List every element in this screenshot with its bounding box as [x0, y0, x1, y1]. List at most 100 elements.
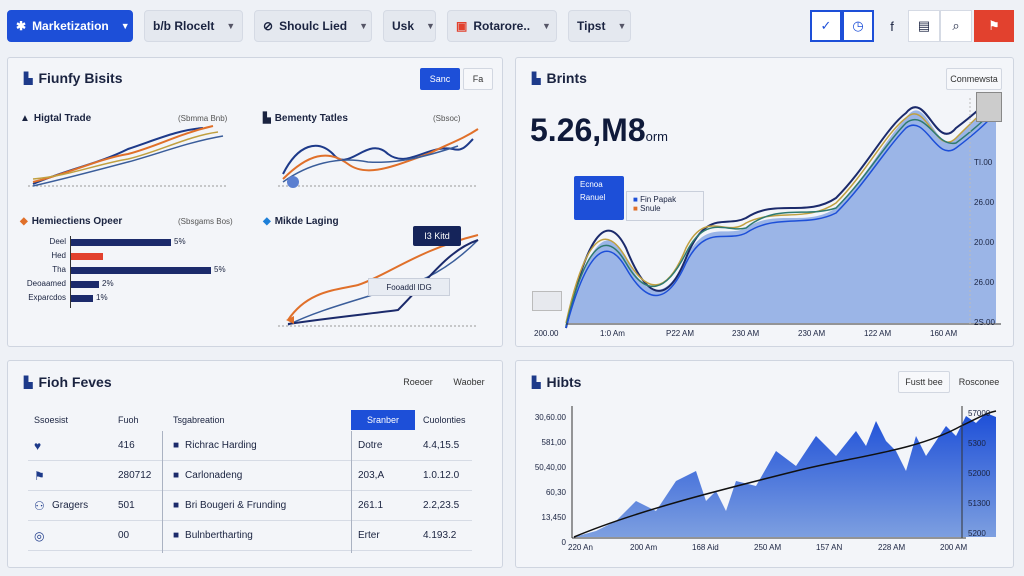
table-cell: 280712 — [118, 470, 152, 481]
search-icon[interactable]: ⌕ — [940, 10, 972, 42]
table-cell: 4.4,15.5 — [423, 440, 460, 451]
sub-chart-title: ◆ Mikde Laging — [263, 216, 339, 227]
axis-tick-label: 13,450 — [541, 513, 566, 522]
roeoer-button[interactable]: Roeoer — [403, 377, 433, 387]
bar-value: 5% — [214, 265, 226, 274]
column-header: Fuoh — [118, 415, 139, 425]
panel-title: ▙ Brints — [532, 70, 587, 86]
conmewsta-button[interactable]: Conmewsta — [946, 68, 1002, 90]
axis-tick-label: P22 AM — [666, 329, 695, 338]
flag-icon: ⚑ — [34, 469, 45, 483]
check-icon[interactable]: ✓ — [810, 10, 842, 42]
sub-chart-note: (Sbsgams Bos) — [178, 217, 233, 226]
tipst-menu[interactable]: Tipst ▼ — [568, 10, 631, 42]
chevron-down-icon: ▼ — [542, 21, 551, 31]
bar-value: 2% — [102, 279, 114, 288]
bar-label: Tha — [52, 265, 66, 274]
square-icon: ■ — [633, 195, 638, 204]
folder-icon: ▣ — [456, 19, 468, 33]
axis-tick-label: 200 AM — [940, 543, 968, 552]
fa-toggle[interactable]: Fa — [463, 68, 493, 90]
panel-title: ▙ Fiunfy Bisits — [24, 70, 123, 86]
axis-tick-label: 50,40,00 — [534, 463, 566, 472]
chart-legend: Fooaddl IDG — [368, 278, 450, 296]
waober-button[interactable]: Waober — [453, 377, 485, 387]
hibts-area-chart — [571, 406, 997, 539]
chart-icon: ▙ — [263, 113, 271, 124]
table-row[interactable]: ◎ 00 ■ Bulnbertharting Erter 4.193.2 — [28, 521, 472, 551]
heart-icon: ♥ — [34, 439, 42, 453]
panel-title: ▙ Fioh Feves — [24, 374, 112, 390]
chart-icon: ▲ — [20, 113, 30, 124]
bar — [71, 281, 99, 288]
top-toolbar: ✱ Marketization ▼ b/b Rlocelt ▼ ⊘ Shoulc L… — [0, 0, 1024, 52]
sub-chart-title: ▲ Higtal Trade — [20, 113, 92, 124]
axis-tick-label: 157 AN — [816, 543, 843, 552]
axis-tick-label: 30,60.00 — [534, 413, 566, 422]
chart-icon: ◆ — [20, 216, 28, 227]
axis-tick-label: 2S.00 — [974, 318, 995, 327]
panel-top-left: ▙ Fiunfy Bisits Sanc Fa ▲ Higtal Trade (Sb… — [7, 57, 503, 347]
chevron-down-icon: ▼ — [359, 21, 368, 31]
table-cell: Richrac Harding — [185, 440, 257, 451]
axis-tick-label: 200 Am — [630, 543, 658, 552]
table-cell: Bri Bougeri & Frunding — [185, 500, 287, 511]
bar-label: Hed — [51, 251, 66, 260]
panel-bottom-left: ▙ Fioh Feves Roeoer Waober Ssoesist Fuoh … — [7, 360, 503, 568]
column-divider — [162, 431, 163, 553]
notification-icon[interactable]: ⚑ — [974, 10, 1014, 42]
bar — [71, 267, 211, 274]
document-icon[interactable]: ▤ — [908, 10, 940, 42]
table-cell: 1.0.12.0 — [423, 470, 460, 481]
axis-tick-label: 168 Aid — [692, 543, 719, 552]
axis-tick-label: 57000 — [968, 409, 991, 418]
square-icon: ■ — [633, 204, 638, 213]
legend-box-a: Ecnoa Ranuel — [574, 176, 624, 220]
table-cell: 261.1 — [358, 500, 384, 511]
clock-icon[interactable]: ◷ — [842, 10, 874, 42]
chevron-down-icon: ▼ — [617, 21, 627, 31]
avatar[interactable] — [976, 92, 1002, 122]
table-cell: Gragers — [52, 500, 89, 511]
axis-tick-label: TI.00 — [974, 158, 993, 167]
rosconee-button[interactable]: Rosconee — [958, 377, 1000, 387]
bar-axis — [70, 236, 71, 308]
chart-icon: ▙ — [24, 72, 33, 85]
rotarore-menu[interactable]: ▣ Rotarore.. ▼ — [447, 10, 557, 42]
axis-tick-label: 230 AM — [798, 329, 826, 338]
table-cell: 501 — [118, 500, 135, 511]
usk-menu[interactable]: Usk ▼ — [383, 10, 436, 42]
rlocelt-menu[interactable]: b/b Rlocelt ▼ — [144, 10, 243, 42]
bar — [71, 295, 93, 302]
sanc-toggle[interactable]: Sanc — [420, 68, 460, 90]
table-row[interactable]: ⚑ 280712 ■ Carlonadeng 203,A 1.0.12.0 — [28, 461, 472, 491]
column-header-selected[interactable]: Sranber — [351, 410, 415, 430]
facebook-icon[interactable]: f — [890, 18, 894, 34]
bar-value: 5% — [174, 237, 186, 246]
bar-label: Deoaamed — [26, 279, 66, 288]
shoulc-lied-menu[interactable]: ⊘ Shoulc Lied ▼ — [254, 10, 372, 42]
table-cell: Bulnbertharting — [185, 530, 253, 541]
dashboard-icon: ✱ — [16, 19, 27, 33]
table-row[interactable]: ⚇ Gragers 501 ■ Bri Bougeri & Frunding 261.1 2… — [28, 491, 472, 521]
table-cell-wrap: ■ Bri Bougeri & Frunding — [173, 500, 286, 511]
sub-chart-title: ▙ Bementy Tatles — [263, 113, 348, 124]
people-icon: ⚇ — [34, 499, 45, 513]
sub-chart-title: ◆ Hemiectiens Opeer — [20, 216, 123, 227]
fustt-bee-button[interactable]: Fustt bee — [898, 371, 950, 393]
axis-tick-label: 250 AM — [754, 543, 782, 552]
chart-icon: ◆ — [263, 216, 271, 227]
marketization-menu[interactable]: ✱ Marketization ▼ — [7, 10, 133, 42]
panel-top-right: ▙ Brints Conmewsta 5.26,M8orm Ecnoa Ranue… — [515, 57, 1014, 347]
hemiectiens-bar-chart: Deel 5% Hed Tha 5% Deoaamed 2% Exparcdos 1% — [16, 236, 246, 346]
axis-tick-label: 26.00 — [974, 198, 995, 207]
axis-tick-label: 122 AM — [864, 329, 892, 338]
higtal-trade-chart — [28, 125, 228, 187]
table-row[interactable]: ♥ 416 ■ Richrac Harding Dotre 4.4,15.5 — [28, 431, 472, 461]
thumbnail-icon — [532, 291, 562, 311]
square-icon: ■ — [173, 440, 180, 451]
legend-box-b: ■ Fin Papak ■ Snule — [626, 191, 704, 221]
column-header: Tsgabreation — [173, 415, 225, 425]
brints-area-chart — [565, 92, 1001, 329]
square-icon: ■ — [173, 500, 180, 511]
